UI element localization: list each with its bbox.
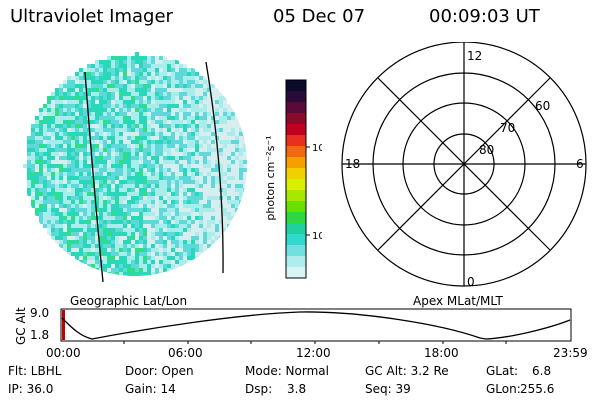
- gc-alt-axis-label: GC Alt: [14, 307, 28, 345]
- filter-info: Flt: LBHL: [8, 364, 62, 378]
- longitude-line-left: [84, 71, 104, 283]
- glon-value: 255.6: [520, 382, 555, 396]
- door-info: Door: Open: [125, 364, 194, 378]
- colorbar-tick-10: 10: [312, 231, 322, 242]
- mlat-label-80: 80: [479, 143, 494, 157]
- time-tick-0600: 06:00: [168, 346, 203, 360]
- current-time-marker: [62, 310, 65, 340]
- mlt-label-12: 12: [467, 49, 482, 63]
- instrument-title: Ultraviolet Imager: [10, 6, 173, 27]
- time-tick-1200: 12:00: [296, 346, 331, 360]
- time-tick-2359: 23:59: [553, 346, 588, 360]
- ip-info: IP: 36.0: [8, 382, 54, 396]
- alt-tick-high: 9.0: [30, 306, 50, 320]
- colorbar-tick-100: 100: [312, 143, 322, 154]
- colorbar-unit-label: photon cm⁻²s⁻¹: [264, 135, 277, 220]
- colorbar-strip: [286, 80, 306, 279]
- altitude-plot: [60, 308, 572, 344]
- mlat-label-70: 70: [500, 121, 515, 135]
- mlt-label-6: 6: [576, 157, 584, 171]
- time-tick-0000: 00:00: [46, 346, 81, 360]
- mode-info: Mode: Normal: [245, 364, 329, 378]
- seq-info: Seq: 39: [365, 382, 411, 396]
- glat-label: GLat:: [486, 364, 519, 378]
- date-label: 05 Dec 07: [273, 6, 366, 27]
- mlt-label-0: 0: [467, 275, 475, 289]
- gc-alt-info: GC Alt: 3.2 Re: [365, 364, 449, 378]
- dsp-value: 3.8: [287, 382, 307, 396]
- colorbar: photon cm⁻²s⁻¹ 100 10: [264, 79, 322, 279]
- uv-emission-speckle: [23, 52, 247, 276]
- dsp-label: Dsp:: [245, 382, 273, 396]
- geographic-caption: Geographic Lat/Lon: [70, 294, 188, 308]
- polar-grid: 12 6 0 18 80 70 60: [341, 42, 587, 289]
- polar-diagonal-b: [377, 77, 551, 251]
- alt-tick-low: 1.8: [30, 328, 50, 342]
- mlt-label-18: 18: [345, 157, 360, 171]
- time-label: 00:09:03 UT: [429, 6, 540, 27]
- geographic-image: [23, 52, 247, 283]
- glon-label: GLon:: [486, 382, 521, 396]
- glat-value: 6.8: [532, 364, 552, 378]
- mlat-label-60: 60: [535, 99, 550, 113]
- altitude-curve: [61, 311, 571, 340]
- gain-info: Gain: 14: [125, 382, 176, 396]
- time-tick-1800: 18:00: [424, 346, 459, 360]
- longitude-line-right: [205, 61, 224, 274]
- apex-caption: Apex MLat/MLT: [413, 294, 503, 308]
